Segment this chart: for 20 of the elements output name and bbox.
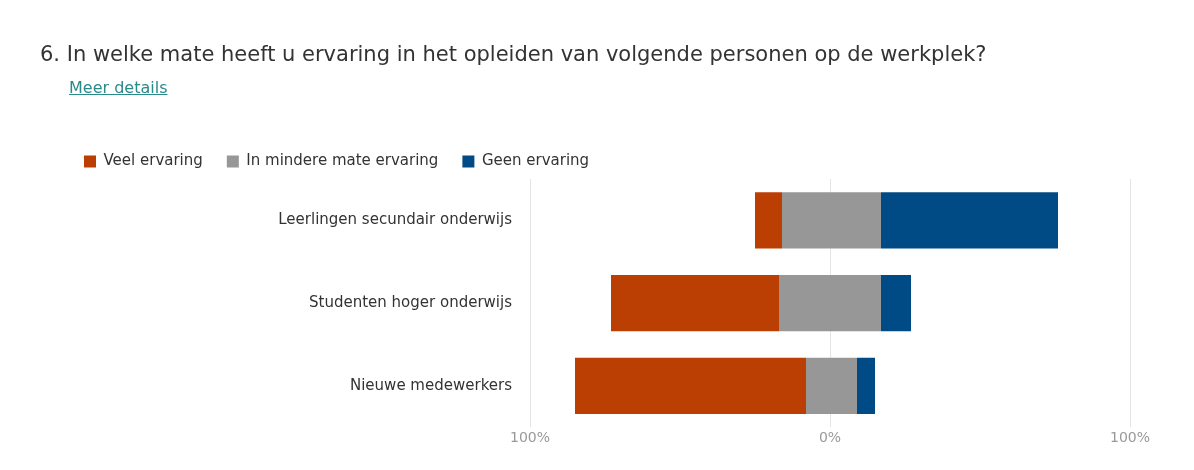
bar xyxy=(857,357,875,414)
bar xyxy=(881,192,1058,249)
bar xyxy=(881,274,911,332)
y-tick-label: Studenten hoger onderwijs xyxy=(309,292,513,311)
text: Meer details xyxy=(69,78,168,97)
chart-title: 6. In welke mate heeft u ervaring in het opleiden van volgende personen op de werkplek? xyxy=(40,42,987,66)
legend-label: Geen ervaring xyxy=(481,151,590,170)
bar xyxy=(779,274,881,332)
x-tick-label: 100% xyxy=(1109,429,1151,446)
legend-label: Veel ervaring xyxy=(103,151,203,170)
y-tick-label: Nieuwe medewerkers xyxy=(349,375,513,394)
bar xyxy=(806,357,857,414)
bar xyxy=(611,274,779,332)
x-tick-label: 100% xyxy=(509,429,551,446)
bar xyxy=(575,357,806,414)
bar xyxy=(782,192,881,249)
legend-label: In mindere mate ervaring xyxy=(246,151,439,170)
x-tick-label: 0% xyxy=(818,429,842,446)
y-tick-label: Leerlingen secundair onderwijs xyxy=(278,210,513,229)
bar xyxy=(755,192,782,249)
